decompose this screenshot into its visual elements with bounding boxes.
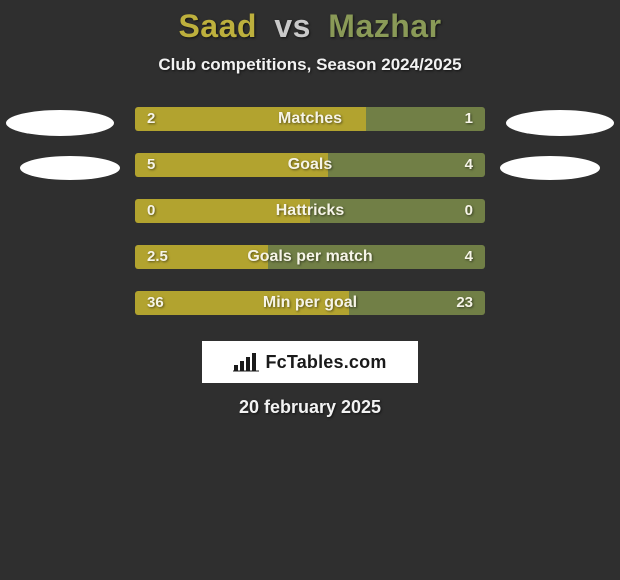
stat-segment-right xyxy=(366,107,485,131)
title-vs: vs xyxy=(274,8,311,44)
logo-text: FcTables.com xyxy=(265,352,386,373)
avatar-shadow-right-1 xyxy=(506,110,614,136)
comparison-card: Saad vs Mazhar Club competitions, Season… xyxy=(0,0,620,580)
stat-segment-left xyxy=(135,199,310,223)
stat-row: Min per goal3623 xyxy=(135,291,485,315)
logo-box: FcTables.com xyxy=(202,341,418,383)
stat-segment-left xyxy=(135,107,366,131)
stat-segment-left xyxy=(135,291,349,315)
title-player2: Mazhar xyxy=(328,8,441,44)
stat-row: Matches21 xyxy=(135,107,485,131)
stat-row: Goals54 xyxy=(135,153,485,177)
date-text: 20 february 2025 xyxy=(0,397,620,418)
stat-segment-right xyxy=(349,291,486,315)
stat-bars: Matches21 Goals54 Hattricks00 Goals per mat… xyxy=(135,107,485,315)
stat-segment-right xyxy=(268,245,485,269)
avatar-shadow-left-2 xyxy=(20,156,120,180)
stat-segment-left xyxy=(135,245,268,269)
stat-segment-right xyxy=(310,199,485,223)
page-title: Saad vs Mazhar xyxy=(0,8,620,45)
title-player1: Saad xyxy=(178,8,256,44)
stat-segment-right xyxy=(328,153,486,177)
stat-row: Hattricks00 xyxy=(135,199,485,223)
subtitle: Club competitions, Season 2024/2025 xyxy=(0,55,620,75)
stats-arena: Matches21 Goals54 Hattricks00 Goals per mat… xyxy=(0,107,620,315)
avatar-shadow-right-2 xyxy=(500,156,600,180)
barchart-icon xyxy=(233,352,259,372)
stat-row: Goals per match2.54 xyxy=(135,245,485,269)
avatar-shadow-left-1 xyxy=(6,110,114,136)
stat-segment-left xyxy=(135,153,328,177)
